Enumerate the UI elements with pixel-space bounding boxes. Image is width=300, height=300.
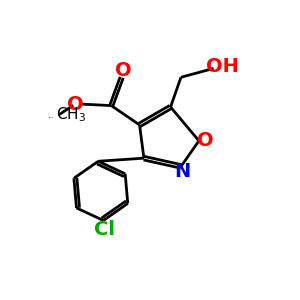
Text: methyl: methyl bbox=[49, 116, 53, 118]
Text: O: O bbox=[115, 61, 131, 80]
Text: O: O bbox=[197, 131, 214, 150]
Text: Cl: Cl bbox=[94, 220, 116, 239]
Text: O: O bbox=[67, 94, 83, 114]
Text: CH$_3$: CH$_3$ bbox=[56, 105, 86, 124]
Text: OH: OH bbox=[206, 57, 239, 76]
Text: N: N bbox=[174, 162, 190, 181]
